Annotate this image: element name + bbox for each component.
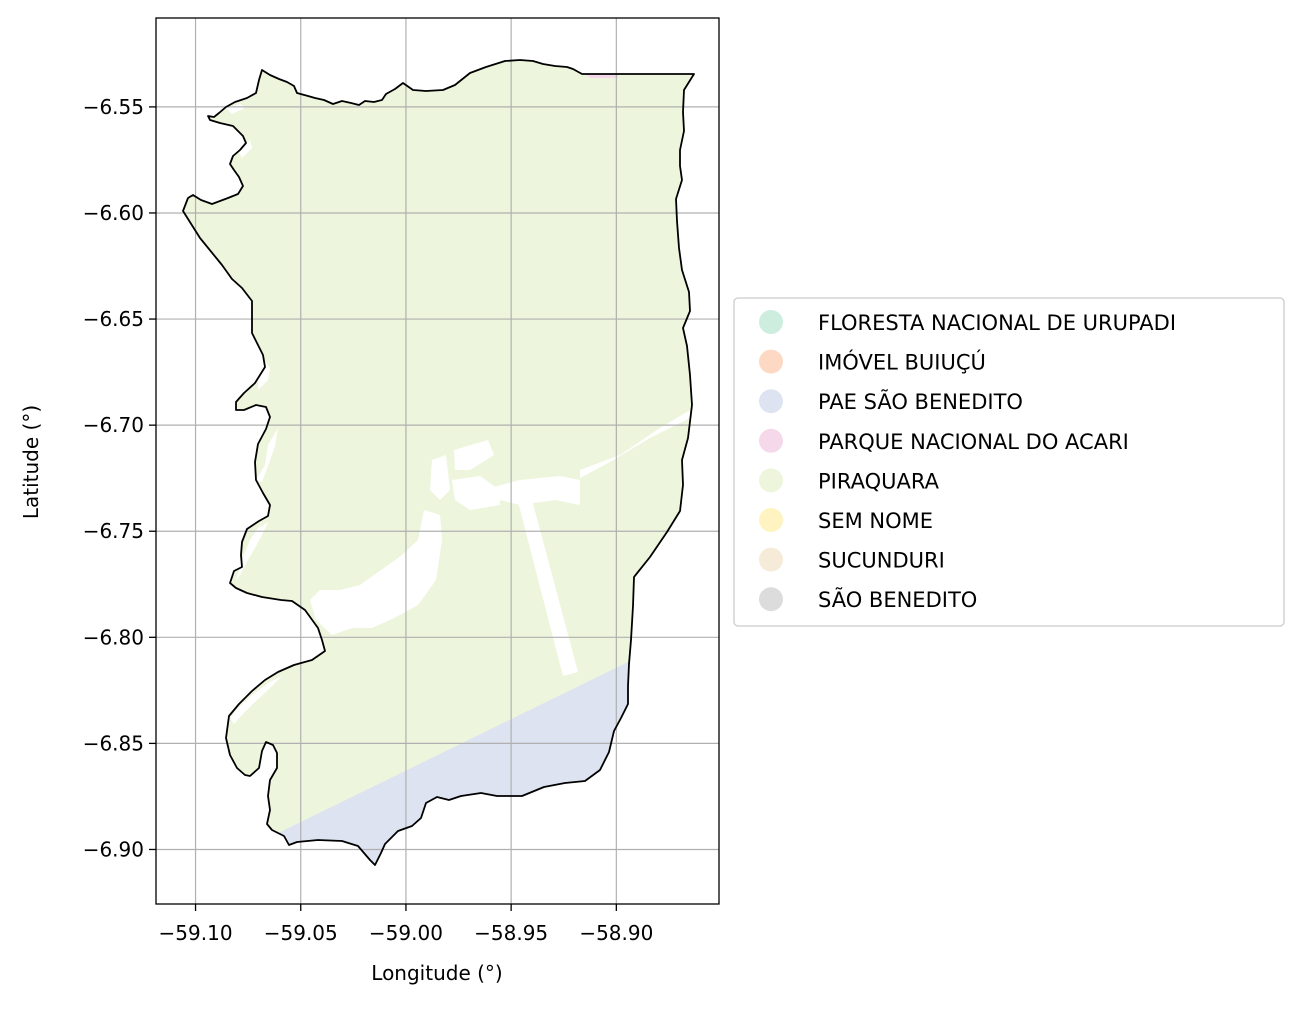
grid-lines bbox=[156, 18, 719, 904]
x-tick-label: −59.05 bbox=[264, 921, 338, 945]
legend-marker bbox=[759, 587, 783, 612]
y-tick-label: −6.85 bbox=[83, 731, 144, 755]
legend-marker bbox=[759, 468, 783, 493]
legend-label: PAE SÃO BENEDITO bbox=[818, 388, 1023, 414]
x-tick-label: −58.90 bbox=[579, 921, 653, 945]
y-tick-label: −6.90 bbox=[83, 837, 144, 861]
y-tick-label: −6.80 bbox=[83, 625, 144, 649]
legend-marker bbox=[759, 508, 783, 532]
y-tick-label: −6.70 bbox=[83, 413, 144, 437]
legend-marker bbox=[759, 428, 783, 453]
y-axis-ticks: −6.55 −6.60 −6.65 −6.70 −6.75 −6.80 −6.85 −6.90 bbox=[83, 95, 156, 861]
map-regions bbox=[183, 60, 694, 865]
legend-box bbox=[733, 297, 1285, 627]
x-axis-ticks: −59.10 −59.05 −59.00 −58.95 −58.90 bbox=[159, 904, 653, 945]
legend-marker bbox=[759, 547, 783, 572]
legend: FLORESTA NACIONAL DE URUPADI IMÓVEL BUIUÇ… bbox=[733, 297, 1285, 627]
legend-label: SÃO BENEDITO bbox=[818, 586, 977, 612]
map-gaps bbox=[226, 104, 690, 724]
axes-frame bbox=[155, 17, 720, 905]
y-axis-label: Latitude (°) bbox=[19, 405, 43, 519]
x-axis-label: Longitude (°) bbox=[371, 961, 502, 985]
legend-label: SUCUNDURI bbox=[818, 549, 945, 573]
legend-label: PARQUE NACIONAL DO ACARI bbox=[818, 430, 1129, 454]
y-tick-label: −6.65 bbox=[83, 307, 144, 331]
legend-label: SEM NOME bbox=[818, 509, 933, 533]
legend-marker bbox=[759, 310, 783, 334]
x-tick-label: −58.95 bbox=[474, 921, 548, 945]
boundary-outline bbox=[182, 59, 695, 866]
legend-marker bbox=[759, 349, 783, 374]
x-tick-label: −59.00 bbox=[369, 921, 443, 945]
legend-label: IMÓVEL BUIUÇÚ bbox=[818, 350, 986, 375]
y-tick-label: −6.60 bbox=[83, 201, 144, 225]
x-tick-label: −59.10 bbox=[159, 921, 233, 945]
legend-label: FLORESTA NACIONAL DE URUPADI bbox=[818, 311, 1176, 335]
legend-label: PIRAQUARA bbox=[818, 469, 940, 493]
y-tick-label: −6.55 bbox=[83, 95, 144, 119]
y-tick-label: −6.75 bbox=[83, 519, 144, 543]
legend-marker bbox=[759, 389, 783, 414]
